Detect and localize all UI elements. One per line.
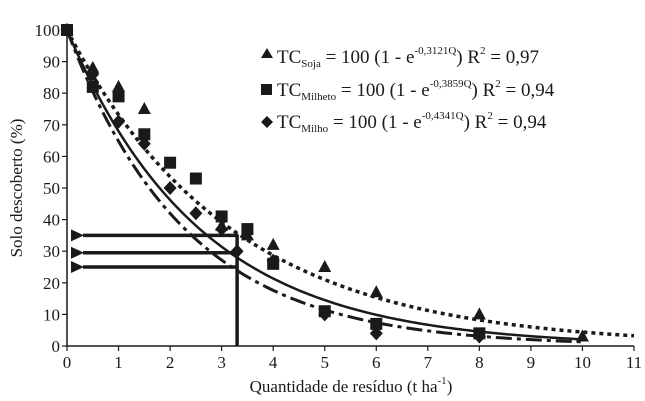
point-soja — [86, 60, 100, 73]
x-tick-label: 11 — [626, 353, 642, 372]
curve-soja — [65, 29, 635, 338]
point-milheto — [241, 223, 254, 236]
x-tick-label: 3 — [217, 353, 226, 372]
point-soja — [266, 237, 280, 250]
point-soja — [369, 285, 383, 298]
x-tick-label: 10 — [574, 353, 591, 372]
point-milheto — [86, 80, 99, 93]
point-soja — [472, 307, 486, 320]
x-tick-label: 4 — [269, 353, 278, 372]
point-milho — [266, 253, 280, 268]
x-axis-label-close: ) — [447, 377, 453, 396]
annotation-arrows — [71, 229, 239, 346]
point-soja — [575, 329, 589, 342]
point-milheto — [215, 210, 228, 223]
data-points — [60, 23, 589, 344]
point-milheto — [164, 156, 177, 169]
curve-milheto — [65, 29, 583, 341]
legend-label-milho: TCMilho = 100 (1 - e-0,4341Q) R2 = 0,94 — [277, 110, 547, 135]
point-milho — [112, 114, 126, 129]
y-tick-label: 50 — [43, 179, 60, 198]
point-milheto — [112, 90, 125, 103]
y-tick-label: 10 — [43, 305, 60, 324]
fitted-curves — [65, 29, 635, 344]
x-axis-label-main: Quantidade de resíduo (t ha — [250, 377, 438, 396]
point-milho — [163, 181, 177, 195]
x-tick-label: 8 — [475, 353, 484, 372]
y-tick-label: 100 — [35, 21, 61, 40]
point-milho — [318, 307, 332, 322]
legend-square-icon — [261, 84, 272, 95]
y-tick-label: 40 — [43, 211, 60, 230]
legend-item-milho: TCMilho = 100 (1 - e-0,4341Q) R2 = 0,94 — [261, 110, 547, 135]
point-milho — [230, 244, 244, 259]
x-tick-label: 6 — [372, 353, 381, 372]
point-soja — [137, 102, 151, 114]
y-axis-ticks: 0 10 20 30 40 50 60 70 80 90 100 — [35, 21, 67, 356]
y-tick-label: 80 — [43, 84, 60, 103]
x-tick-label: 7 — [424, 353, 433, 372]
point-milho — [86, 67, 100, 82]
point-milho — [369, 326, 383, 341]
x-tick-label: 9 — [527, 353, 536, 372]
y-tick-label: 70 — [43, 116, 60, 135]
point-milheto — [189, 172, 202, 185]
x-axis-ticks: 0 1 2 3 4 5 6 7 8 9 10 11 — [63, 346, 642, 372]
point-milheto — [138, 128, 151, 141]
x-tick-label: 2 — [166, 353, 175, 372]
point-milho — [189, 206, 203, 221]
x-axis-label: Quantidade de resíduo (t ha-1) — [250, 375, 453, 396]
point-milho — [60, 23, 74, 37]
y-tick-label: 20 — [43, 274, 60, 293]
curve-milho — [65, 29, 583, 344]
legend-label-milheto: TCMilheto = 100 (1 - e-0,3859Q) R2 = 0,9… — [277, 78, 555, 103]
legend-item-milheto: TCMilheto = 100 (1 - e-0,3859Q) R2 = 0,9… — [261, 78, 555, 103]
point-soja — [112, 79, 126, 92]
legend-triangle-icon — [261, 48, 273, 58]
legend-label-soja: TCSoja = 100 (1 - e-0,3121Q) R2 = 0,97 — [277, 45, 539, 70]
point-milho — [137, 136, 151, 151]
y-tick-label: 60 — [43, 147, 60, 166]
legend-diamond-icon — [261, 116, 273, 128]
y-tick-label: 30 — [43, 242, 60, 261]
point-milheto — [370, 317, 383, 330]
x-axis-label-sup: -1 — [438, 375, 447, 387]
x-tick-label: 1 — [114, 353, 123, 372]
y-axis-label: Solo descoberto (%) — [7, 119, 26, 258]
y-tick-label: 90 — [43, 53, 60, 72]
point-soja — [318, 260, 332, 272]
legend-item-soja: TCSoja = 100 (1 - e-0,3121Q) R2 = 0,97 — [261, 45, 539, 70]
x-tick-label: 5 — [320, 353, 329, 372]
legend: TCSoja = 100 (1 - e-0,3121Q) R2 = 0,97 T… — [261, 45, 555, 135]
point-milho — [215, 222, 229, 237]
y-tick-label: 0 — [52, 337, 61, 356]
x-tick-label: 0 — [63, 353, 72, 372]
point-milho — [472, 329, 486, 344]
